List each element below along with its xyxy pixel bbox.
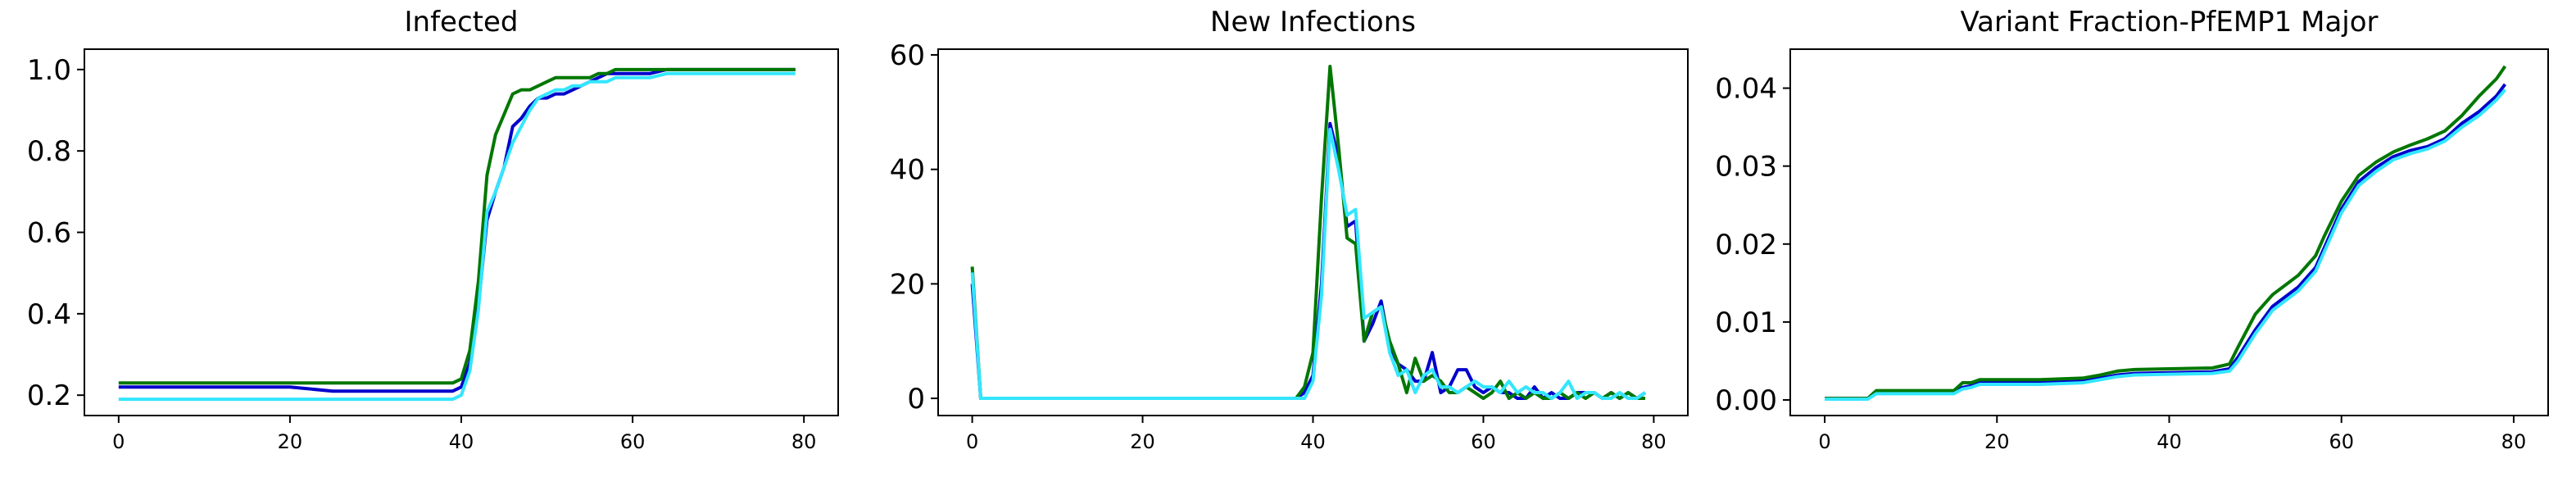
chart-panel-3: Variant Fraction-PfEMP1 Major 0 20 40 60 80 0.… — [1715, 6, 2549, 453]
chart-title: New Infections — [1210, 6, 1416, 39]
chart-title: Variant Fraction-PfEMP1 Major — [1960, 6, 2378, 39]
y-tick-label: 20 — [890, 268, 925, 301]
axes-frame — [1789, 48, 2549, 416]
y-tick-label: 0.6 — [27, 217, 71, 250]
x-tick-label: 40 — [449, 430, 474, 453]
series-line-2 — [118, 67, 796, 385]
y-tick-label: 0.4 — [27, 298, 71, 331]
x-tick-label: 80 — [2501, 430, 2527, 453]
y-tick-label: 0.8 — [27, 135, 71, 168]
chart-panel-2: New Infections 0 20 40 60 80 0 20 40 60 — [890, 6, 1689, 453]
axes-frame — [84, 48, 839, 416]
y-tick-label: 0.00 — [1715, 384, 1777, 417]
x-tick-label: 0 — [112, 430, 125, 453]
chart-title: Infected — [405, 6, 519, 39]
x-tick-label: 80 — [791, 430, 817, 453]
y-tick-label: 0.01 — [1715, 307, 1777, 339]
x-tick-label: 0 — [966, 430, 978, 453]
series-line-2 — [970, 64, 1646, 401]
series-line-3 — [118, 71, 796, 402]
series-line-3 — [970, 127, 1647, 401]
x-tick-label: 40 — [2156, 430, 2182, 453]
x-tick-label: 40 — [1300, 430, 1326, 453]
y-tick-label: 1.0 — [27, 54, 71, 87]
series-line-1 — [118, 67, 796, 393]
x-tick-label: 20 — [1130, 430, 1155, 453]
x-tick-label: 20 — [1984, 430, 2010, 453]
y-tick-label: 40 — [890, 154, 925, 187]
series-line-3 — [1825, 89, 2506, 402]
x-tick-label: 80 — [1641, 430, 1667, 453]
x-tick-label: 60 — [2329, 430, 2354, 453]
y-tick-label: 0.02 — [1715, 229, 1777, 261]
y-tick-label: 60 — [890, 39, 925, 72]
y-tick-label: 0 — [907, 383, 925, 416]
chart-panel-1: Infected 0 20 40 60 80 0.2 0.4 0.6 0.8 1.0 — [27, 6, 839, 453]
x-tick-label: 0 — [1818, 430, 1830, 453]
x-tick-label: 20 — [278, 430, 303, 453]
y-tick-label: 0.04 — [1715, 73, 1777, 106]
x-tick-label: 60 — [620, 430, 646, 453]
series-line-1 — [1825, 83, 2507, 401]
series-line-2 — [1825, 65, 2507, 401]
y-tick-label: 0.03 — [1715, 151, 1777, 184]
x-tick-label: 60 — [1471, 430, 1496, 453]
series-line-1 — [970, 121, 1647, 401]
y-tick-label: 0.2 — [27, 379, 71, 412]
